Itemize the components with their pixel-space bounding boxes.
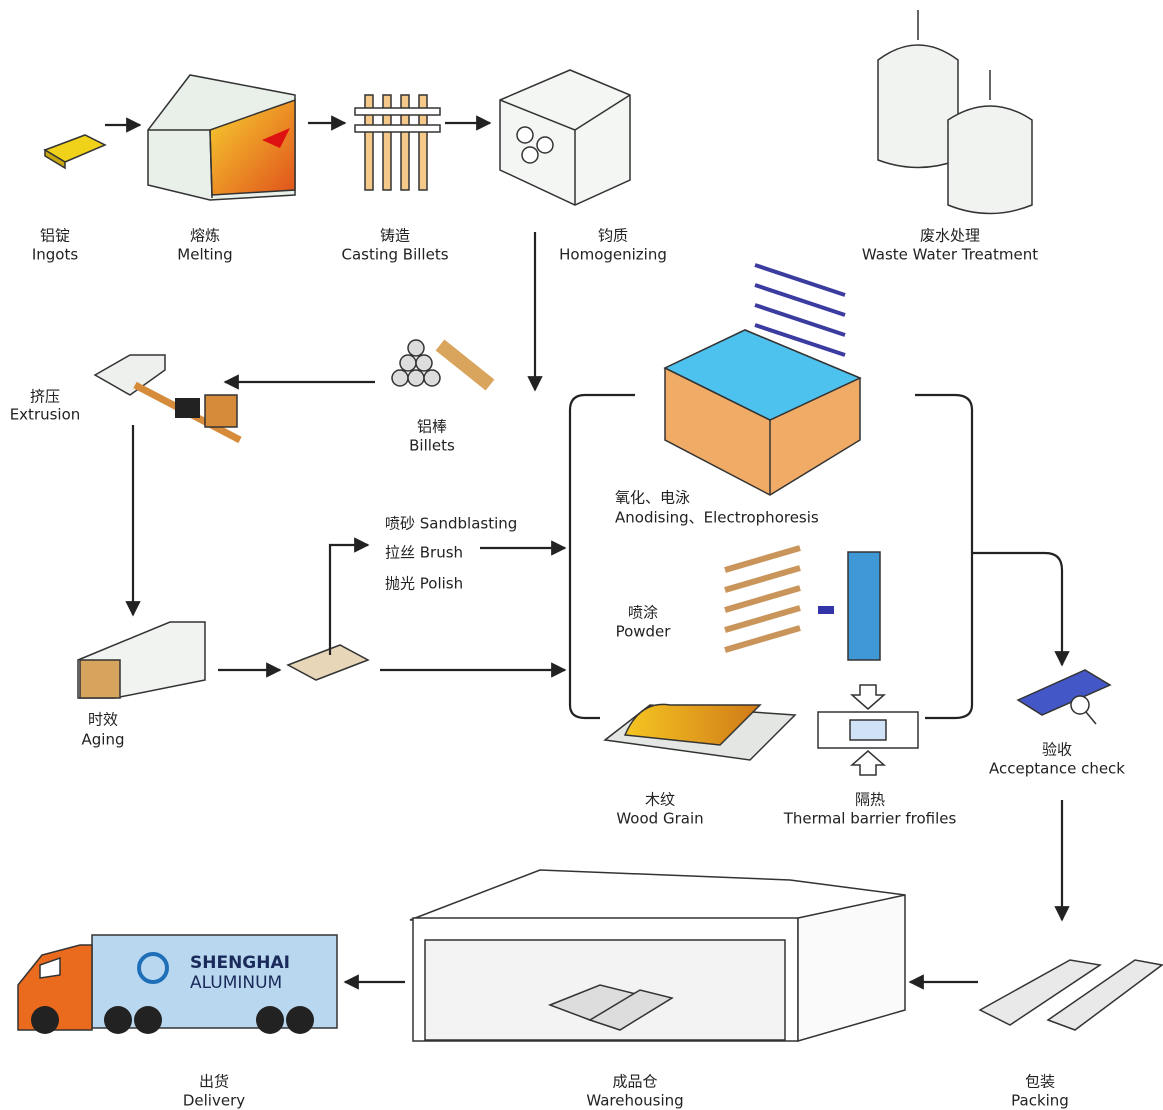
ingot-icon [45,135,105,168]
homogenizing-icon [500,70,630,205]
label-zh: 隔热 [855,791,885,809]
label-en: Ingots [32,246,79,264]
label-en: Packing [1011,1092,1069,1110]
label-en: Powder [616,623,672,641]
anodising-icon [665,265,860,495]
powder-icon [725,548,880,660]
warehouse-icon [410,870,905,1041]
arrow [972,553,1062,665]
label-zh: 熔炼 [190,227,220,245]
label-en: Homogenizing [559,246,667,264]
label-en: Waste Water Treatment [862,246,1038,264]
label-en: Thermal barrier frofiles [783,810,957,828]
woodgrain-icon [605,704,795,760]
label-zh: 包装 [1025,1073,1055,1091]
label-zh: 木纹 [645,791,675,809]
acceptance-icon [1018,670,1110,724]
label-en: Acceptance check [989,760,1125,778]
label-en: Warehousing [586,1092,683,1110]
label-zh: 成品仓 [612,1073,657,1091]
packing-icon [980,960,1162,1030]
label-zh: 喷涂 [628,604,658,622]
surface-treatment: 抛光 Polish [385,575,463,593]
process-diagram: 铝锭 Ingots 熔炼 Melting 铸造 Casting Billets … [0,0,1163,1110]
label-zh: 氧化、电泳 [615,489,690,507]
label-zh: 出货 [199,1073,229,1091]
label-en: Extrusion [10,406,81,424]
profiles-icon [288,645,368,680]
billets-icon [392,340,490,386]
arrow [330,545,368,655]
label-en: Casting Billets [341,246,448,264]
tanks-icon [878,10,1032,214]
furnace-icon [148,75,295,200]
label-en: Anodising、Electrophoresis [615,509,819,527]
label-en: Melting [177,246,232,264]
label-zh: 验收 [1042,741,1072,759]
label-en: Billets [409,437,455,455]
aging-icon [78,622,205,698]
label-zh: 废水处理 [920,227,980,245]
label-en: Aging [82,731,125,749]
logo-name: SHENGHAI [190,953,290,973]
extrusion-icon [95,355,240,440]
label-zh: 钧质 [598,227,628,245]
label-en: Delivery [183,1092,245,1110]
bracket [570,395,635,718]
casting-icon [355,95,440,190]
icons [18,10,1162,1041]
truck-icon [18,935,337,1034]
label-en: Wood Grain [616,810,703,828]
bracket [915,395,972,718]
surface-treatment: 喷砂 Sandblasting [385,515,517,533]
label-zh: 时效 [88,711,118,729]
label-zh: 铝棒 [417,418,447,436]
surface-treatment: 拉丝 Brush [385,544,463,562]
logo-sub: ALUMINUM [190,973,282,993]
label-zh: 铸造 [380,227,410,245]
label-zh: 铝锭 [40,227,70,245]
label-zh: 挤压 [30,388,60,406]
thermal-icon [818,685,918,775]
